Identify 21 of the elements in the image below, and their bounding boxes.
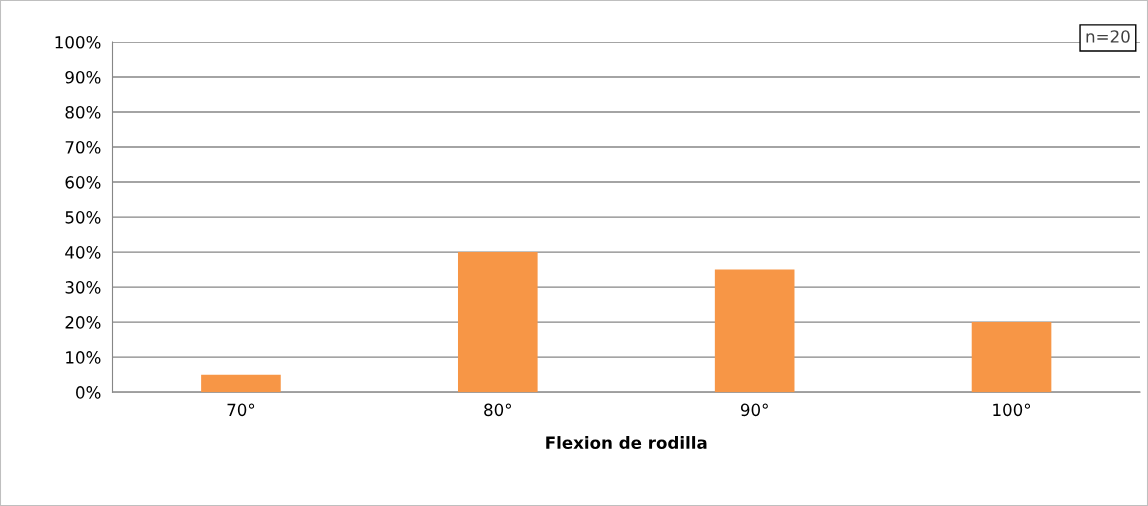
y-tick-label: 0% bbox=[76, 386, 101, 399]
bar bbox=[201, 374, 281, 393]
y-tick-label: 10% bbox=[66, 351, 101, 364]
y-tick-label: 50% bbox=[65, 211, 101, 224]
y-tick-label: 70% bbox=[65, 141, 101, 154]
y-tick-label: 90% bbox=[65, 70, 101, 84]
x-tick-label: 70° bbox=[227, 403, 255, 417]
annotation: n=20 bbox=[1086, 30, 1130, 43]
y-tick-label: 40% bbox=[65, 246, 101, 259]
x-tick-label: 100° bbox=[993, 403, 1031, 417]
y-tick-label: 30% bbox=[65, 281, 101, 294]
bar bbox=[971, 322, 1052, 393]
x-tick-label: 80° bbox=[484, 403, 511, 417]
y-tick-label: 100% bbox=[55, 35, 101, 49]
y-tick-label: 20% bbox=[65, 316, 101, 329]
bar bbox=[457, 252, 538, 393]
x-tick-label: 90° bbox=[740, 403, 768, 417]
y-tick-label: 80% bbox=[65, 105, 101, 119]
y-tick-label: 60% bbox=[65, 176, 101, 189]
x-axis-title: Flexion de rodilla bbox=[546, 436, 707, 449]
bar bbox=[714, 269, 795, 393]
